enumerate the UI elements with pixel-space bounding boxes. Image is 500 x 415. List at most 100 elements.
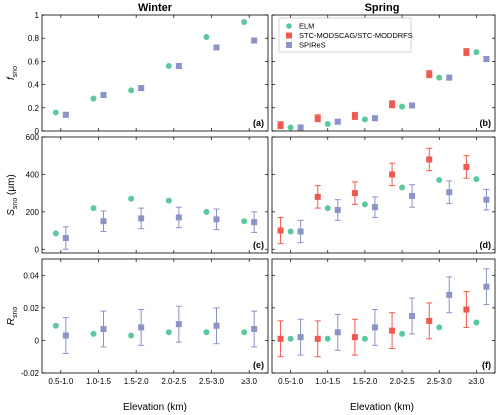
point-elm: [128, 87, 135, 94]
point-elm: [52, 322, 59, 329]
panel-frame: [41, 14, 269, 132]
point-spires: [251, 219, 258, 226]
y-tick-label: 200: [26, 208, 40, 217]
point-elm: [399, 330, 406, 337]
point-spires: [213, 44, 220, 51]
point-spires: [483, 56, 490, 63]
x-tick-label: 2.5-3.0: [427, 377, 452, 386]
point-spires: [334, 329, 341, 336]
point-elm: [287, 228, 294, 235]
panel-frame: [41, 258, 269, 374]
point-spires: [100, 218, 107, 225]
point-elm: [90, 330, 97, 337]
point-spires: [62, 235, 69, 242]
point-spires: [213, 322, 220, 329]
point-elm: [324, 121, 331, 128]
y-tick-label: 0: [35, 336, 40, 345]
ylabel: Ssno (μm): [6, 174, 19, 216]
y-tick-label: 0.02: [23, 304, 39, 313]
point-elm: [128, 195, 135, 202]
point-stc: [426, 156, 433, 163]
point-elm: [128, 332, 135, 339]
x-tick-label: 1.5-2.0: [124, 377, 149, 386]
point-spires: [138, 324, 145, 331]
point-elm: [436, 74, 443, 81]
point-elm: [52, 109, 59, 116]
point-elm: [165, 197, 172, 204]
point-elm: [473, 319, 480, 326]
panel-label: (d): [480, 240, 492, 250]
point-elm: [473, 176, 480, 183]
point-stc: [277, 335, 284, 342]
y-tick-label: 1: [35, 11, 40, 20]
point-elm: [436, 177, 443, 184]
panel-label: (a): [253, 118, 264, 128]
point-spires: [334, 206, 341, 213]
point-elm: [203, 329, 210, 336]
point-spires: [446, 291, 453, 298]
point-spires: [251, 37, 258, 44]
point-elm: [436, 324, 443, 331]
point-stc: [314, 193, 321, 200]
point-spires: [213, 216, 220, 223]
point-stc: [277, 227, 284, 234]
y-tick-label: 0: [35, 127, 40, 136]
point-stc: [351, 190, 358, 197]
point-elm: [399, 103, 406, 110]
y-tick-label: 0.8: [28, 34, 40, 43]
point-elm: [361, 116, 368, 123]
point-elm: [361, 201, 368, 208]
panel-f: 0.5-1.0 1.0-1.5 1.5-2.0 2.0-2.5 2.5-3.0 ≥3.0 (…: [271, 258, 496, 386]
point-elm: [165, 63, 172, 70]
legend-marker-spires: [286, 42, 292, 48]
ylabel: Rsno: [6, 307, 19, 326]
panel-c: 0 200 400 600 (c): [26, 133, 269, 254]
point-spires: [175, 321, 182, 328]
point-elm: [324, 205, 331, 212]
point-spires: [409, 102, 416, 109]
y-tick-label: 600: [26, 133, 40, 142]
point-spires: [371, 204, 378, 211]
point-stc: [389, 327, 396, 334]
point-elm: [90, 95, 97, 102]
point-stc: [277, 122, 284, 129]
point-elm: [241, 18, 248, 25]
point-elm: [399, 184, 406, 191]
point-elm: [203, 34, 210, 41]
xlabel-spring: Elevation (km): [350, 402, 414, 413]
point-spires: [371, 324, 378, 331]
point-elm: [287, 335, 294, 342]
point-spires: [62, 111, 69, 118]
legend-label-elm: ELM: [299, 22, 314, 31]
panel-label: (f): [482, 360, 491, 370]
xlabel-winter: Elevation (km): [123, 402, 187, 413]
point-spires: [100, 92, 107, 99]
column-title-winter: Winter: [138, 2, 173, 14]
point-spires: [175, 63, 182, 70]
point-stc: [463, 163, 470, 170]
point-stc: [389, 171, 396, 178]
panel-d: (d): [271, 136, 496, 254]
y-tick-label: 0: [35, 245, 40, 254]
y-tick-label: -0.02: [21, 369, 40, 378]
point-stc: [463, 306, 470, 313]
panel-label: (b): [480, 118, 492, 128]
point-spires: [483, 196, 490, 203]
point-spires: [409, 313, 416, 319]
point-elm: [324, 335, 331, 342]
legend-label-spires: SPIReS: [299, 41, 326, 50]
x-tick-label: 2.5-3.0: [199, 377, 224, 386]
x-tick-label: ≥3.0: [241, 377, 257, 386]
point-spires: [446, 74, 453, 81]
panel-e: -0.02 0 0.02 0.04 0.5-1.0 1.0-1.5 1.5-2.0 2.0-2…: [21, 258, 269, 386]
point-spires: [409, 192, 416, 199]
legend-label-stc: STC-MODSCAG/STC-MODDRFS: [299, 31, 413, 40]
x-tick-label: 2.0-2.5: [390, 377, 415, 386]
point-spires: [100, 326, 107, 333]
ylabel: fsno: [6, 66, 19, 80]
point-elm: [287, 124, 294, 131]
point-spires: [251, 326, 258, 333]
point-spires: [175, 214, 182, 221]
